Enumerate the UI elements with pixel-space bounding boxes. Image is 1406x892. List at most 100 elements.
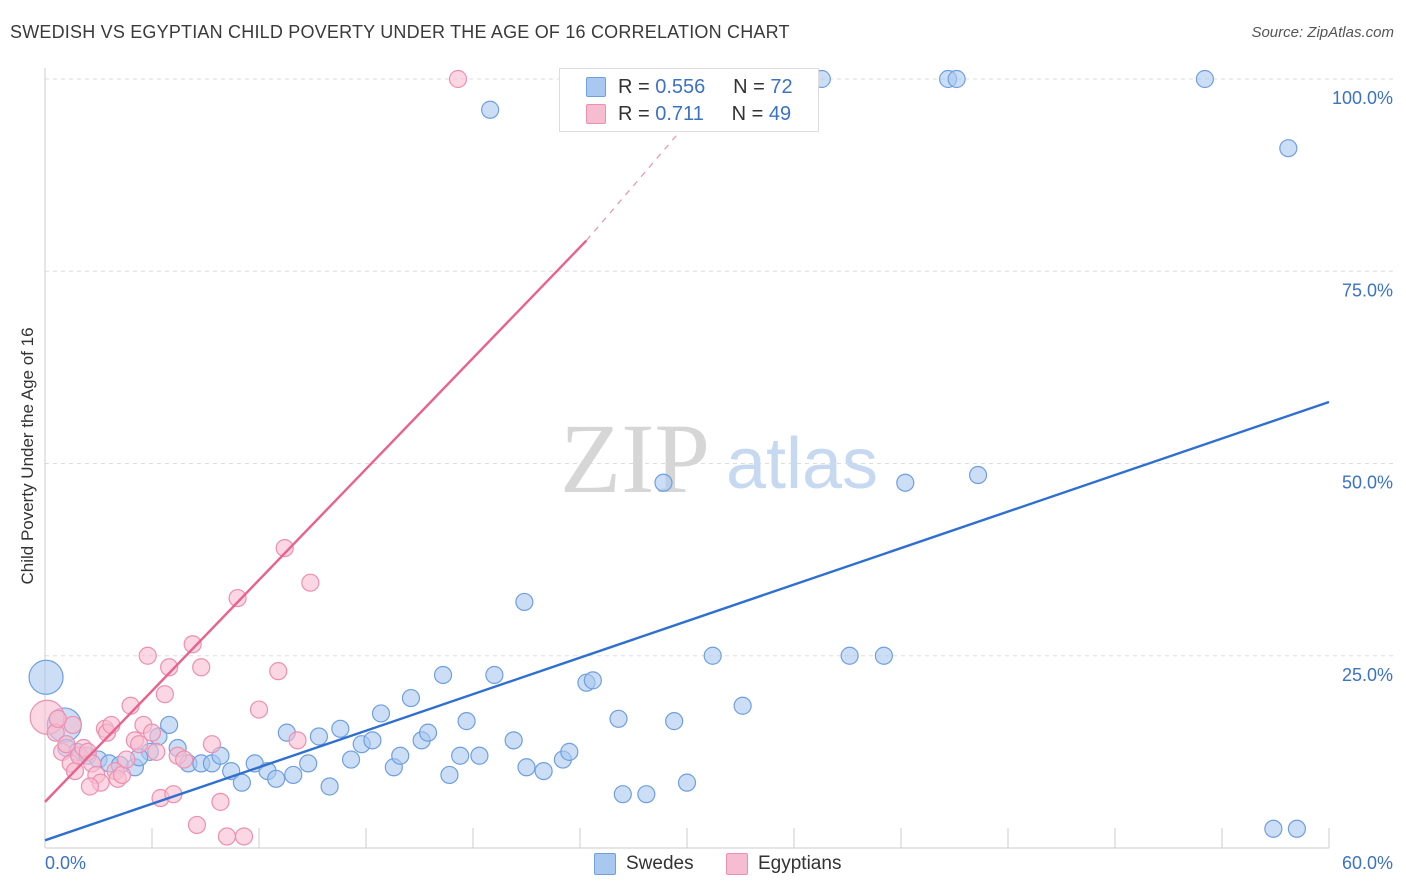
- point-egyptians-40: [249, 700, 269, 719]
- point-swedes-25: [309, 727, 329, 746]
- legend-swedes-r-value: 0.556: [655, 76, 706, 98]
- bottom-legend-label-egyptians: Egyptians: [758, 853, 842, 874]
- legend-egyptians-n-label: N =: [731, 103, 764, 125]
- point-swedes-52: [613, 785, 632, 804]
- point-egyptians-35: [202, 735, 222, 754]
- point-swedes-37: [433, 665, 453, 685]
- tick-labels: 25.0% 50.0% 75.0% 100.0% 0.0% 60.0%: [45, 88, 1393, 873]
- point-swedes-44: [515, 592, 534, 612]
- point-swedes-41: [470, 746, 489, 765]
- point-swedes-46: [534, 761, 553, 781]
- y-tick-label-75: 75.0%: [1342, 280, 1393, 300]
- y-tick-label-25: 25.0%: [1342, 665, 1393, 685]
- point-swedes-43: [504, 731, 523, 750]
- point-swedes-62: [896, 473, 915, 492]
- legend-egyptians-r-value: 0.711: [655, 103, 704, 125]
- point-swedes-38: [440, 765, 459, 785]
- point-swedes-30: [363, 731, 382, 750]
- point-egyptians-44: [301, 573, 320, 592]
- point-swedes-64: [947, 69, 966, 89]
- point-swedes-57: [703, 646, 722, 665]
- point-swedes-61: [874, 646, 893, 665]
- point-swedes-60: [840, 646, 859, 665]
- point-egyptians-39: [234, 827, 254, 846]
- point-egyptians-18: [117, 750, 136, 769]
- point-swedes-67: [1279, 139, 1298, 158]
- point-swedes-26: [320, 777, 339, 796]
- legend-swatch-egyptians: [586, 104, 606, 124]
- point-swedes-36: [418, 723, 438, 742]
- x-tick-label-0: 0.0%: [45, 853, 86, 873]
- x-tick-label-60: 60.0%: [1342, 853, 1393, 873]
- point-egyptians-14: [102, 715, 121, 735]
- point-egyptians-47: [80, 777, 100, 796]
- point-swedes-48: [560, 742, 579, 761]
- point-egyptians-31: [175, 750, 194, 769]
- bottom-legend-swatch-egyptians: [726, 853, 748, 875]
- point-swedes-39: [451, 746, 470, 765]
- source-credit: Source: ZipAtlas.com: [1251, 24, 1394, 41]
- legend-swedes-n-label: N =: [733, 76, 765, 98]
- point-egyptians-23: [138, 646, 157, 665]
- point-egyptians-43: [288, 731, 307, 750]
- point-swedes-28: [341, 750, 361, 769]
- bottom-legend-label-swedes: Swedes: [626, 853, 694, 874]
- chart-title: SWEDISH VS EGYPTIAN CHILD POVERTY UNDER …: [10, 22, 790, 42]
- legend-swedes-n-value: 72: [770, 76, 793, 98]
- y-tick-label-100: 100.0%: [1332, 88, 1393, 108]
- legend-egyptians-r-label: R =: [618, 103, 650, 125]
- point-swedes-70: [481, 100, 500, 119]
- watermark-zip: ZIP: [560, 403, 710, 514]
- bottom-legend-swatch-swedes: [594, 853, 616, 875]
- point-swedes-24: [299, 754, 318, 773]
- point-egyptians-38: [228, 588, 247, 608]
- point-egyptians-24: [142, 723, 162, 742]
- watermark: ZIP atlas: [560, 403, 878, 514]
- trend-line-egyptians: [44, 239, 588, 803]
- point-swedes-22: [284, 765, 303, 785]
- point-swedes-27: [331, 719, 350, 738]
- point-egyptians-36: [211, 792, 230, 811]
- point-egyptians-17: [112, 765, 132, 785]
- point-swedes-54: [654, 473, 673, 492]
- legend-swedes-r-label: R =: [618, 76, 650, 98]
- point-swedes-58: [733, 696, 752, 715]
- point-egyptians-28: [160, 658, 179, 677]
- point-swedes-11: [160, 715, 179, 735]
- y-tick-label-50: 50.0%: [1342, 473, 1393, 493]
- point-swedes-21: [267, 769, 286, 788]
- point-swedes-31: [371, 704, 391, 723]
- point-swedes-53: [637, 785, 656, 804]
- point-swedes-51: [609, 709, 628, 728]
- point-egyptians-21: [130, 735, 149, 754]
- point-egyptians-37: [217, 827, 236, 846]
- point-egyptians-33: [187, 815, 207, 835]
- point-egyptians-45: [448, 69, 468, 89]
- point-egyptians-32: [183, 635, 202, 654]
- point-swedes-0: [28, 659, 64, 695]
- point-egyptians-3: [57, 735, 76, 754]
- watermark-atlas: atlas: [726, 424, 878, 504]
- point-swedes-40: [457, 712, 476, 731]
- legend-egyptians-n-value: 49: [768, 103, 792, 125]
- trend-line-swedes: [44, 400, 1330, 842]
- scatter-points: [28, 69, 1307, 846]
- point-swedes-66: [1195, 69, 1214, 89]
- stats-legend: R = 0.556 N = 72 R = 0.711 N = 49: [559, 68, 819, 132]
- point-swedes-69: [1287, 819, 1307, 838]
- point-egyptians-42: [275, 538, 294, 558]
- point-egyptians-48: [48, 709, 67, 728]
- point-egyptians-27: [155, 685, 174, 704]
- point-swedes-50: [583, 671, 602, 690]
- point-swedes-68: [1264, 819, 1283, 838]
- point-swedes-42: [485, 665, 504, 685]
- point-swedes-33: [391, 746, 410, 765]
- grid-lines: [45, 78, 1393, 657]
- point-swedes-34: [401, 688, 421, 708]
- point-egyptians-41: [269, 662, 288, 681]
- point-swedes-56: [677, 773, 697, 792]
- point-swedes-55: [665, 712, 684, 731]
- point-swedes-18: [232, 773, 251, 792]
- axes: [44, 68, 1330, 849]
